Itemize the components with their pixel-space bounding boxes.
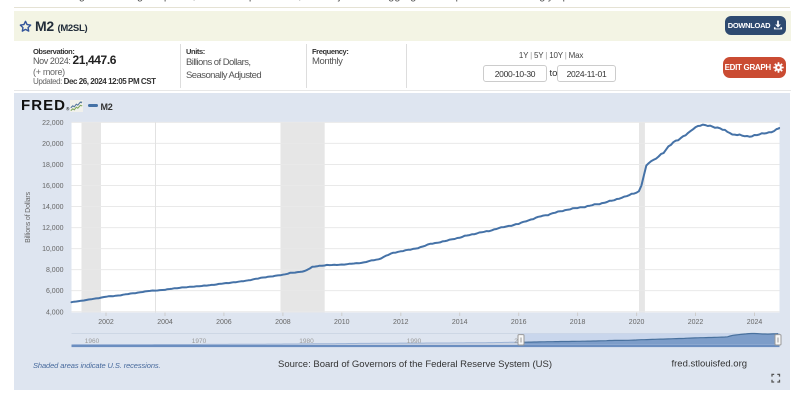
svg-text:18,000: 18,000 bbox=[42, 162, 64, 169]
svg-text:20,000: 20,000 bbox=[42, 141, 64, 148]
svg-text:2012: 2012 bbox=[393, 319, 409, 326]
svg-text:1990: 1990 bbox=[407, 338, 422, 345]
svg-text:1960: 1960 bbox=[85, 338, 100, 345]
svg-text:2016: 2016 bbox=[511, 319, 527, 326]
svg-text:2014: 2014 bbox=[452, 319, 468, 326]
svg-text:2004: 2004 bbox=[157, 319, 173, 326]
svg-text:16,000: 16,000 bbox=[42, 183, 64, 190]
svg-text:2024: 2024 bbox=[747, 319, 763, 326]
svg-text:Source: Board of Governors of: Source: Board of Governors of the Federa… bbox=[278, 359, 552, 370]
svg-text:10,000: 10,000 bbox=[42, 246, 64, 253]
svg-text:6,000: 6,000 bbox=[46, 288, 64, 295]
svg-text:Shaded areas indicate U.S. rec: Shaded areas indicate U.S. recessions. bbox=[33, 361, 161, 370]
svg-text:2022: 2022 bbox=[688, 319, 704, 326]
svg-text:1980: 1980 bbox=[299, 338, 314, 345]
svg-text:Billions of Dollars: Billions of Dollars bbox=[25, 191, 32, 242]
svg-text:2002: 2002 bbox=[98, 319, 114, 326]
svg-text:14,000: 14,000 bbox=[42, 204, 64, 211]
svg-text:2010: 2010 bbox=[334, 319, 350, 326]
svg-text:1970: 1970 bbox=[192, 338, 207, 345]
svg-text:fred.stlouisfed.org: fred.stlouisfed.org bbox=[672, 359, 748, 370]
svg-text:2008: 2008 bbox=[275, 319, 291, 326]
svg-text:2020: 2020 bbox=[629, 319, 645, 326]
svg-text:12,000: 12,000 bbox=[42, 225, 64, 232]
svg-text:2006: 2006 bbox=[216, 319, 232, 326]
svg-text:2018: 2018 bbox=[570, 319, 586, 326]
svg-text:4,000: 4,000 bbox=[46, 309, 64, 316]
svg-text:22,000: 22,000 bbox=[42, 120, 64, 127]
svg-text:8,000: 8,000 bbox=[46, 267, 64, 274]
